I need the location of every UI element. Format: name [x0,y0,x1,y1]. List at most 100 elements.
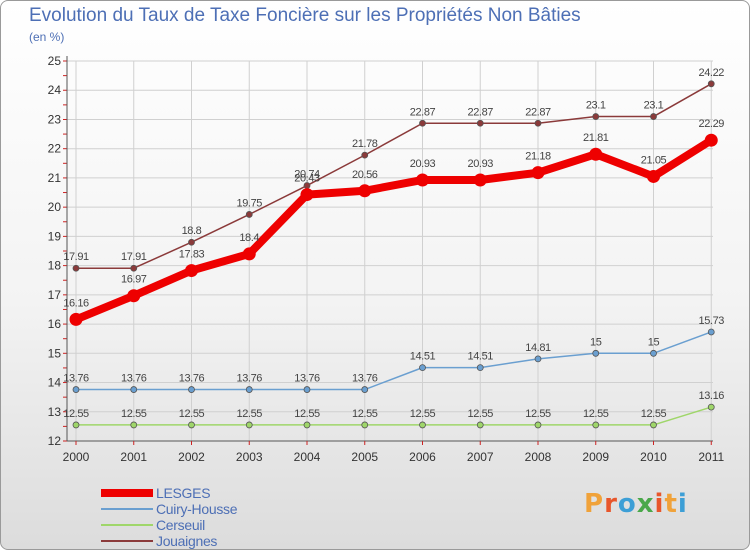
data-label-cerseuil: 12.55 [467,408,493,420]
data-point-cuiry-housse [592,349,600,357]
data-label-lesges: 16.97 [121,274,147,286]
y-tick-label: 15 [48,346,62,360]
data-label-cerseuil: 12.55 [294,408,320,420]
y-tick-label: 17 [48,288,62,302]
x-tick-label: 2011 [698,450,724,464]
y-tick-label: 20 [48,200,62,214]
data-label-lesges: 18.4 [239,232,259,244]
data-label-jouaignes: 21.78 [352,138,378,150]
series-line-jouaignes [75,83,712,269]
data-label-lesges: 20.56 [352,169,378,181]
data-point-cuiry-housse [72,386,80,393]
y-tick-label: 21 [48,171,62,185]
data-label-cerseuil: 12.55 [583,408,609,420]
data-point-cuiry-housse [707,328,715,336]
data-point-lesges [358,184,372,198]
data-point-cerseuil [72,421,80,429]
data-label-lesges: 20.93 [467,158,493,170]
y-tick-label: 16 [48,317,62,331]
chart-title: Evolution du Taux de Taxe Foncière sur l… [29,5,581,26]
data-point-cerseuil [534,421,542,429]
data-label-lesges: 21.05 [641,154,667,166]
data-label-lesges: 17.83 [179,249,205,261]
series-line-lesges [72,136,716,324]
data-label-cuiry-housse: 13.76 [236,373,262,385]
data-point-jouaignes [534,119,542,127]
data-label-cuiry-housse: 15.73 [698,315,724,327]
data-point-lesges [127,289,141,303]
data-point-lesges [300,188,314,202]
y-tick-label: 25 [48,54,62,68]
series-line-cerseuil [75,406,712,426]
y-tick-label: 18 [48,259,62,273]
data-label-jouaignes: 24.22 [698,67,724,79]
data-point-cerseuil [245,421,253,429]
data-point-jouaignes [476,119,484,127]
x-tick-label: 2003 [236,450,263,464]
data-point-jouaignes [188,238,195,246]
data-point-lesges [647,169,660,183]
data-label-cerseuil: 12.55 [641,408,667,420]
data-label-cerseuil: 12.55 [525,408,551,420]
data-label-jouaignes: 22.87 [467,106,493,118]
x-tick-label: 2006 [409,450,436,464]
logo-letter: r [604,489,618,519]
data-label-lesges: 21.18 [525,151,551,163]
data-label-jouaignes: 22.87 [410,106,436,118]
y-tick-label: 13 [48,405,62,419]
data-point-cuiry-housse [650,349,657,357]
data-point-cuiry-housse [130,386,138,393]
data-point-cuiry-housse [534,355,542,363]
data-label-lesges: 20.93 [410,158,436,170]
proxiti-logo: Proxiti [584,489,688,519]
data-label-cuiry-housse: 15 [590,336,602,348]
data-point-lesges [185,264,198,278]
legend-label: LESGES [156,485,211,501]
x-tick-label: 2004 [294,450,321,464]
data-label-jouaignes: 23.1 [644,100,664,112]
data-label-jouaignes: 18.8 [182,225,202,237]
data-label-jouaignes: 22.87 [525,106,551,118]
legend-swatch [101,508,153,510]
data-point-cerseuil [707,403,715,411]
data-point-jouaignes [650,113,657,120]
data-label-cerseuil: 13.16 [698,390,724,402]
data-label-jouaignes: 17.91 [63,251,89,263]
data-point-jouaignes [419,119,426,127]
data-point-lesges [69,312,83,326]
data-point-lesges [589,147,603,161]
y-tick-label: 22 [48,142,62,156]
data-point-cuiry-housse [361,386,369,393]
data-label-cuiry-housse: 14.51 [410,351,436,363]
x-tick-label: 2005 [351,450,378,464]
logo-letter: t [664,489,678,519]
data-label-cerseuil: 12.55 [179,408,205,420]
y-tick-label: 12 [48,434,62,448]
data-point-cerseuil [419,421,426,429]
logo-letter: x [636,489,655,519]
data-label-cuiry-housse: 13.76 [294,373,320,385]
data-point-jouaignes [130,264,138,272]
logo-letter: o [617,489,637,519]
data-label-cerseuil: 12.55 [236,408,262,420]
data-point-jouaignes [361,151,369,159]
data-label-cuiry-housse: 15 [648,336,660,348]
legend-swatch [101,489,153,497]
data-label-jouaignes: 17.91 [121,251,147,263]
data-point-cuiry-housse [419,364,426,372]
data-point-cerseuil [476,421,484,429]
x-tick-label: 2002 [178,450,205,464]
data-point-cerseuil [188,421,195,429]
data-point-cerseuil [650,421,657,429]
data-label-lesges: 16.16 [63,297,89,309]
legend-swatch [101,540,153,542]
legend-label: Cerseuil [156,517,205,533]
x-tick-label: 2007 [467,450,494,464]
data-point-lesges [242,247,256,261]
data-label-cuiry-housse: 13.76 [179,373,205,385]
data-point-jouaignes [707,80,715,88]
data-label-lesges: 21.81 [583,132,609,144]
data-point-jouaignes [245,211,253,218]
